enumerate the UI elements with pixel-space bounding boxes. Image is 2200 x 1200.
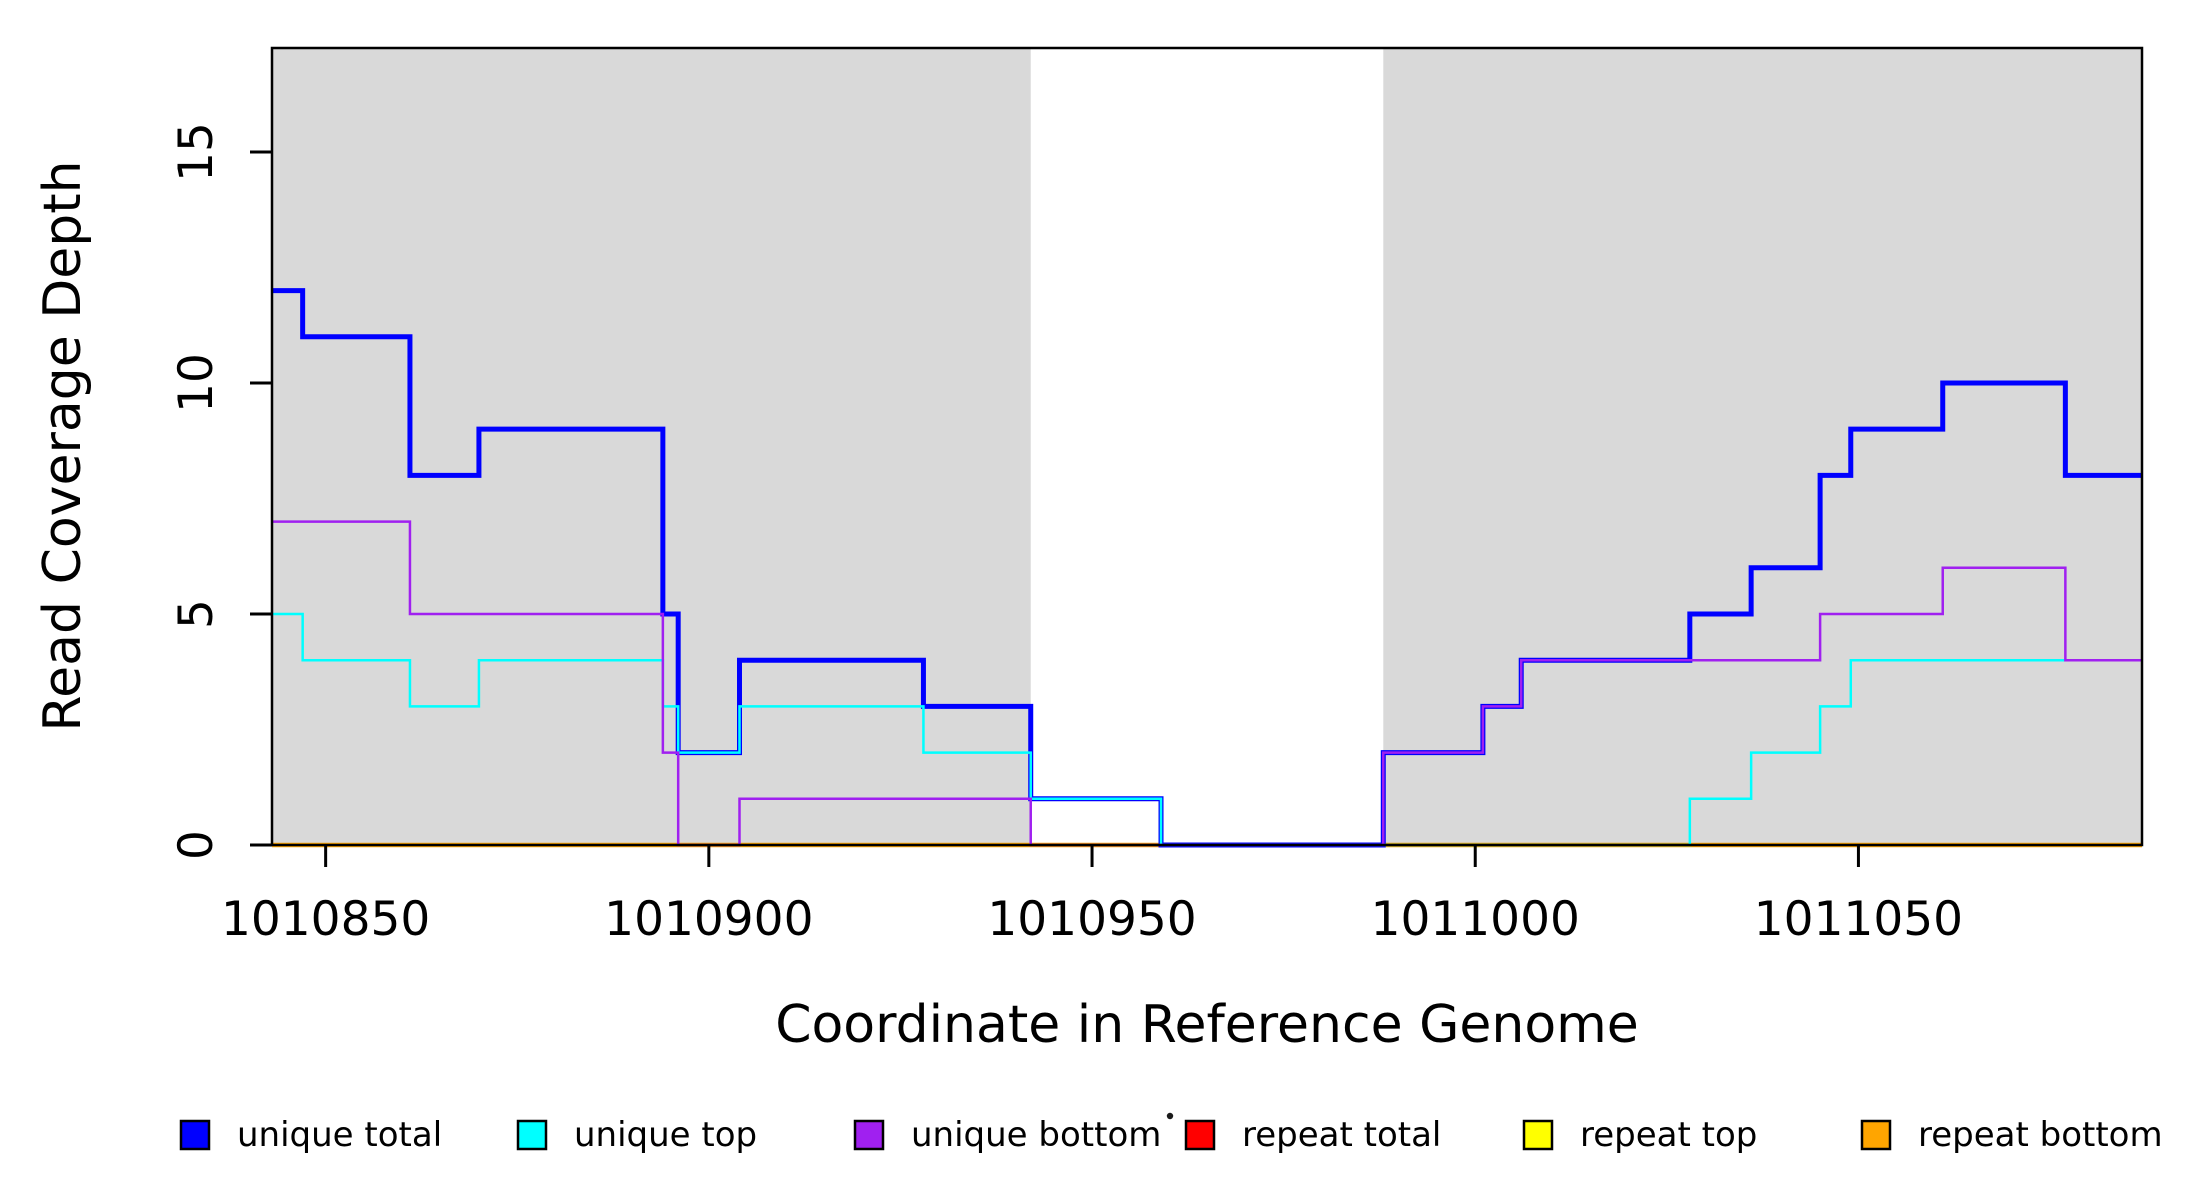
legend-swatch-unique-bottom <box>853 1119 885 1151</box>
legend-swatch-unique-total <box>179 1119 211 1151</box>
legend-swatch-unique-top <box>516 1119 548 1151</box>
legend-swatch-repeat-top <box>1522 1119 1554 1151</box>
series-unique-top <box>272 612 2142 847</box>
shaded-regions <box>272 48 2142 845</box>
legend-item-repeat-bottom: repeat bottom <box>1860 1115 2163 1155</box>
legend-item-unique-top: unique top <box>516 1115 757 1155</box>
y-tick-label: 5 <box>169 599 224 629</box>
legend-label: unique bottom <box>911 1115 1161 1155</box>
plot-border <box>270 46 2144 847</box>
legend-item-unique-total: unique total <box>179 1115 442 1155</box>
legend-label: unique total <box>237 1115 442 1155</box>
x-tick-label: 1010850 <box>221 892 430 947</box>
y-tick-label: 0 <box>169 830 224 860</box>
x-axis-title: Coordinate in Reference Genome <box>775 995 1639 1055</box>
y-axis: 0 5 10 15 <box>169 122 272 860</box>
legend-label: unique top <box>574 1115 757 1155</box>
x-tick-label: 1011000 <box>1371 892 1580 947</box>
shaded-region-1 <box>272 48 1031 845</box>
legend-swatch-repeat-total <box>1184 1119 1216 1151</box>
legend: unique total unique top unique bottom repea… <box>179 1115 2163 1155</box>
y-axis-title: Read Coverage Depth <box>33 160 93 731</box>
x-axis: 1010850 1010900 1010950 1011000 1011050 <box>221 845 1963 947</box>
x-tick-label: 1011050 <box>1754 892 1963 947</box>
y-tick-label: 15 <box>169 122 224 182</box>
shaded-region-2 <box>1383 48 2142 845</box>
legend-swatch-repeat-bottom <box>1860 1119 1892 1151</box>
legend-item-repeat-top: repeat top <box>1522 1115 1757 1155</box>
legend-item-unique-bottom: unique bottom <box>853 1115 1161 1155</box>
y-tick-label: 10 <box>169 353 224 413</box>
legend-label: repeat top <box>1580 1115 1757 1155</box>
x-tick-label: 1010950 <box>987 892 1196 947</box>
series-unique-bottom <box>272 520 2142 847</box>
legend-item-repeat-total: repeat total <box>1184 1115 1441 1155</box>
legend-label: repeat total <box>1242 1115 1441 1155</box>
legend-label: repeat bottom <box>1918 1115 2163 1155</box>
legend-artifact-dot <box>1166 1112 1174 1120</box>
x-tick-label: 1010900 <box>604 892 813 947</box>
